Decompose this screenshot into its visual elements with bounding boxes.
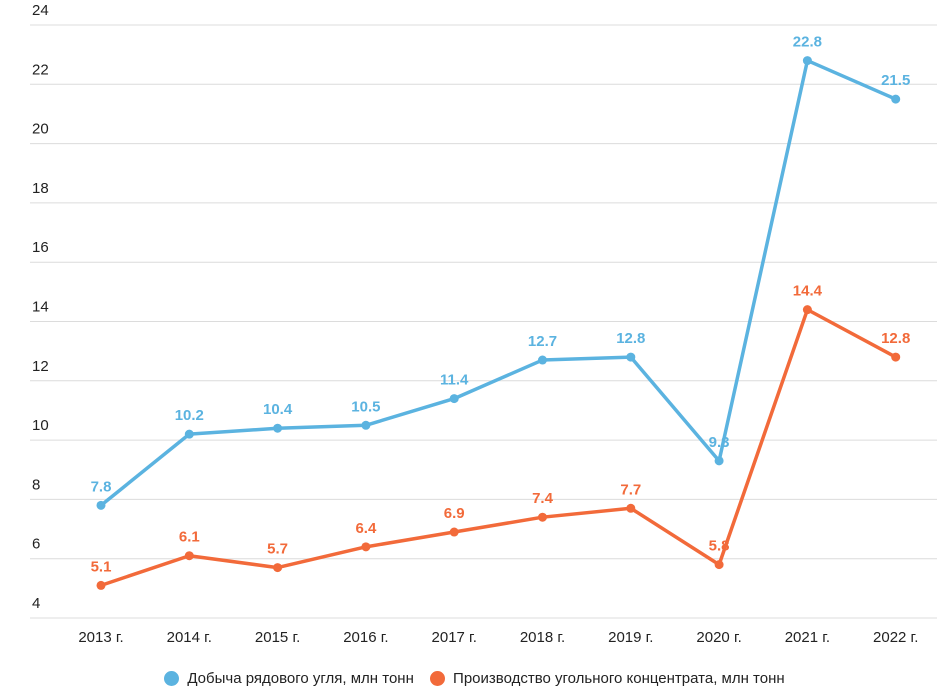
data-label: 6.9 <box>444 505 465 522</box>
data-point <box>449 394 459 404</box>
x-tick-label: 2021 г. <box>785 629 830 646</box>
y-tick-label: 24 <box>32 2 49 19</box>
data-label: 9.3 <box>709 434 730 451</box>
y-tick-label: 4 <box>32 595 40 612</box>
data-label: 10.5 <box>351 398 380 415</box>
data-label: 5.1 <box>91 558 112 575</box>
x-tick-label: 2019 г. <box>608 629 653 646</box>
x-tick-label: 2017 г. <box>432 629 477 646</box>
data-label: 21.5 <box>881 72 910 89</box>
y-tick-label: 18 <box>32 180 49 197</box>
data-point <box>714 456 724 466</box>
data-point <box>273 423 283 433</box>
data-point <box>626 503 636 513</box>
x-tick-label: 2014 г. <box>167 629 212 646</box>
data-label: 11.4 <box>440 372 469 389</box>
data-label: 7.8 <box>91 478 112 495</box>
legend-item-coal-concentrate[interactable]: Производство угольного концентрата, млн … <box>430 670 785 687</box>
data-point <box>273 563 283 573</box>
data-point <box>802 56 812 66</box>
y-tick-label: 10 <box>32 417 49 434</box>
data-point <box>891 94 901 104</box>
x-tick-label: 2020 г. <box>696 629 741 646</box>
data-point <box>626 352 636 362</box>
x-tick-label: 2018 г. <box>520 629 565 646</box>
legend-label: Производство угольного концентрата, млн … <box>453 670 785 687</box>
data-point <box>184 429 194 439</box>
data-point <box>538 512 547 522</box>
y-tick-label: 22 <box>32 61 49 78</box>
data-point <box>802 305 812 315</box>
data-point <box>96 580 106 590</box>
legend: Добыча рядового угля, млн тонн Производс… <box>0 670 949 690</box>
data-label: 14.4 <box>793 283 823 300</box>
data-label: 6.4 <box>355 520 377 537</box>
series-line <box>99 58 898 508</box>
x-tick-label: 2016 г. <box>343 629 388 646</box>
data-point <box>714 560 724 570</box>
x-tick-label: 2022 г. <box>873 629 918 646</box>
data-point <box>891 352 901 362</box>
line-chart: 4 6 8 10 12 14 16 18 20 22 24 2013 г. 2014 г. 2015 г.… <box>30 2 937 646</box>
y-tick-label: 16 <box>32 239 49 256</box>
data-label: 10.2 <box>175 407 204 424</box>
legend-dot-orange-icon <box>430 671 446 686</box>
data-label: 10.4 <box>263 401 293 418</box>
data-point <box>361 420 371 430</box>
data-point <box>96 500 106 510</box>
data-label: 12.8 <box>616 330 645 347</box>
series-line <box>99 307 898 588</box>
y-tick-label: 6 <box>32 536 40 553</box>
data-label: 6.1 <box>179 529 200 546</box>
y-tick-label: 20 <box>32 121 49 138</box>
legend-label: Добыча рядового угля, млн тонн <box>187 670 414 687</box>
data-label: 7.7 <box>620 481 641 498</box>
data-label: 5.7 <box>267 541 288 558</box>
data-label: 12.8 <box>881 330 910 347</box>
data-label: 12.7 <box>528 333 557 350</box>
data-label: 5.8 <box>709 538 730 555</box>
data-point <box>449 527 459 537</box>
y-tick-label: 14 <box>32 299 49 316</box>
y-tick-label: 8 <box>32 476 40 493</box>
x-tick-label: 2015 г. <box>255 629 300 646</box>
data-point <box>361 542 371 552</box>
data-label: 22.8 <box>793 34 822 51</box>
legend-item-coal-mining[interactable]: Добыча рядового угля, млн тонн <box>164 670 414 687</box>
data-point <box>538 355 547 365</box>
x-tick-label: 2013 г. <box>78 629 123 646</box>
legend-dot-blue-icon <box>164 671 180 686</box>
data-label: 7.4 <box>532 490 554 507</box>
y-tick-label: 12 <box>32 358 49 375</box>
data-point <box>184 551 194 561</box>
